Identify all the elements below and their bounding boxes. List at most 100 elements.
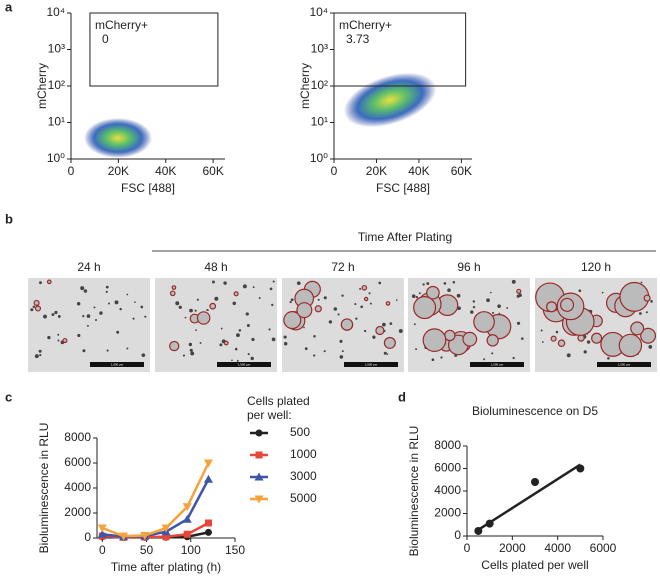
x-tick-label: 60K: [202, 164, 223, 178]
x-tick-label: 40K: [155, 164, 176, 178]
x-axis-label: Time after plating (h): [111, 560, 221, 574]
cell-dot: [83, 289, 88, 293]
cell-dot: [378, 281, 382, 285]
y-tick-label: 4000: [434, 483, 461, 497]
spheroid: [296, 302, 313, 319]
spheroid: [169, 340, 180, 352]
x-axis-label: FSC [488]: [376, 181, 430, 195]
cell-dot: [368, 292, 371, 295]
legend-marker: [254, 472, 264, 481]
cell-dot: [220, 327, 223, 330]
cell-dot: [30, 308, 34, 312]
x-tick-label: 20K: [366, 164, 387, 178]
cell-dot: [386, 353, 389, 356]
cell-dot: [607, 357, 610, 360]
time-label: 48 h: [204, 260, 227, 274]
x-tick-label: 40K: [408, 164, 429, 178]
spheroid: [591, 332, 603, 344]
time-label: 72 h: [331, 260, 354, 274]
y-tick-label: 10²: [48, 78, 65, 92]
images-title: Time After Plating: [358, 230, 452, 244]
marker: [97, 529, 107, 538]
cell-dot: [578, 289, 582, 293]
scale-bar-label: 1,000 µm: [365, 362, 378, 366]
spheroid: [640, 327, 657, 344]
cell-dot: [82, 315, 85, 318]
cell-dot: [219, 343, 223, 347]
y-tick-label: 10²: [311, 78, 328, 92]
cell-dot: [398, 329, 403, 333]
x-tick-label: 20K: [108, 164, 129, 178]
cell-dot: [372, 335, 376, 339]
time-label: 24 h: [77, 260, 100, 274]
legend-marker: [255, 451, 263, 459]
scale-bar: [597, 362, 651, 367]
cell-dot: [648, 345, 653, 349]
series-line: [102, 478, 210, 539]
cell-dot: [413, 323, 416, 326]
panel-label: d: [398, 389, 406, 404]
x-tick-label: 0: [68, 164, 75, 178]
marker: [204, 519, 212, 527]
spheroid: [486, 334, 499, 347]
cell-dot: [447, 288, 451, 292]
cell-dot: [212, 280, 215, 284]
legend-title: Cells plated: [247, 394, 310, 408]
legend-label: 500: [290, 425, 310, 439]
y-tick-label: 10³: [311, 42, 328, 56]
spheroid: [46, 279, 52, 285]
spheroid: [422, 328, 447, 353]
cell-dot: [57, 333, 60, 336]
cell-dot: [518, 293, 522, 297]
point: [576, 464, 585, 473]
cell-dot: [457, 306, 461, 311]
cell-dot: [184, 316, 187, 319]
spheroid: [361, 284, 368, 291]
cell-dot: [497, 304, 501, 308]
x-tick-label: 0: [331, 164, 338, 178]
cell-dot: [395, 299, 398, 301]
legend-label: 1000: [290, 447, 317, 461]
spheroid: [196, 311, 211, 325]
cell-dot: [341, 294, 344, 297]
x-tick-label: 50: [140, 543, 154, 557]
y-tick-label: 0: [454, 528, 461, 542]
cell-dot: [93, 306, 96, 309]
cell-dot: [178, 305, 182, 309]
cell-dot: [638, 312, 642, 315]
cell-dot: [271, 303, 274, 307]
cell-dot: [383, 351, 387, 355]
cell-dot: [39, 281, 42, 285]
cell-dot: [126, 347, 129, 350]
spheroid: [426, 285, 440, 300]
cell-dot: [272, 280, 275, 283]
cell-dot: [520, 337, 524, 340]
cell-dot: [234, 347, 238, 351]
y-tick-label: 0: [84, 530, 91, 544]
spheroid: [34, 305, 42, 312]
x-tick-label: 4000: [544, 541, 571, 555]
y-tick-label: 2000: [434, 506, 461, 520]
cell-dot: [512, 356, 515, 360]
spheroid: [283, 311, 302, 330]
cell-dot: [182, 354, 186, 357]
panel-label: a: [5, 0, 13, 14]
marker: [182, 514, 192, 523]
cell-dot: [271, 337, 276, 342]
cell-dot: [194, 309, 197, 312]
panel-label: c: [5, 389, 12, 404]
cell-dot: [86, 314, 91, 318]
y-tick-label: 10⁰: [310, 151, 328, 165]
x-tick-label: 0: [464, 541, 471, 555]
spheroid: [340, 318, 354, 331]
y-tick-label: 10⁴: [309, 5, 328, 19]
spheroid: [560, 297, 575, 312]
x-axis-label: Cells plated per well: [481, 558, 588, 572]
y-axis-label: Bioluminescence in RLU: [37, 423, 51, 554]
cell-dot: [555, 330, 559, 334]
cell-dot: [57, 315, 61, 318]
cell-dot: [242, 284, 247, 289]
cell-dot: [650, 300, 653, 303]
cell-dot: [105, 290, 108, 293]
